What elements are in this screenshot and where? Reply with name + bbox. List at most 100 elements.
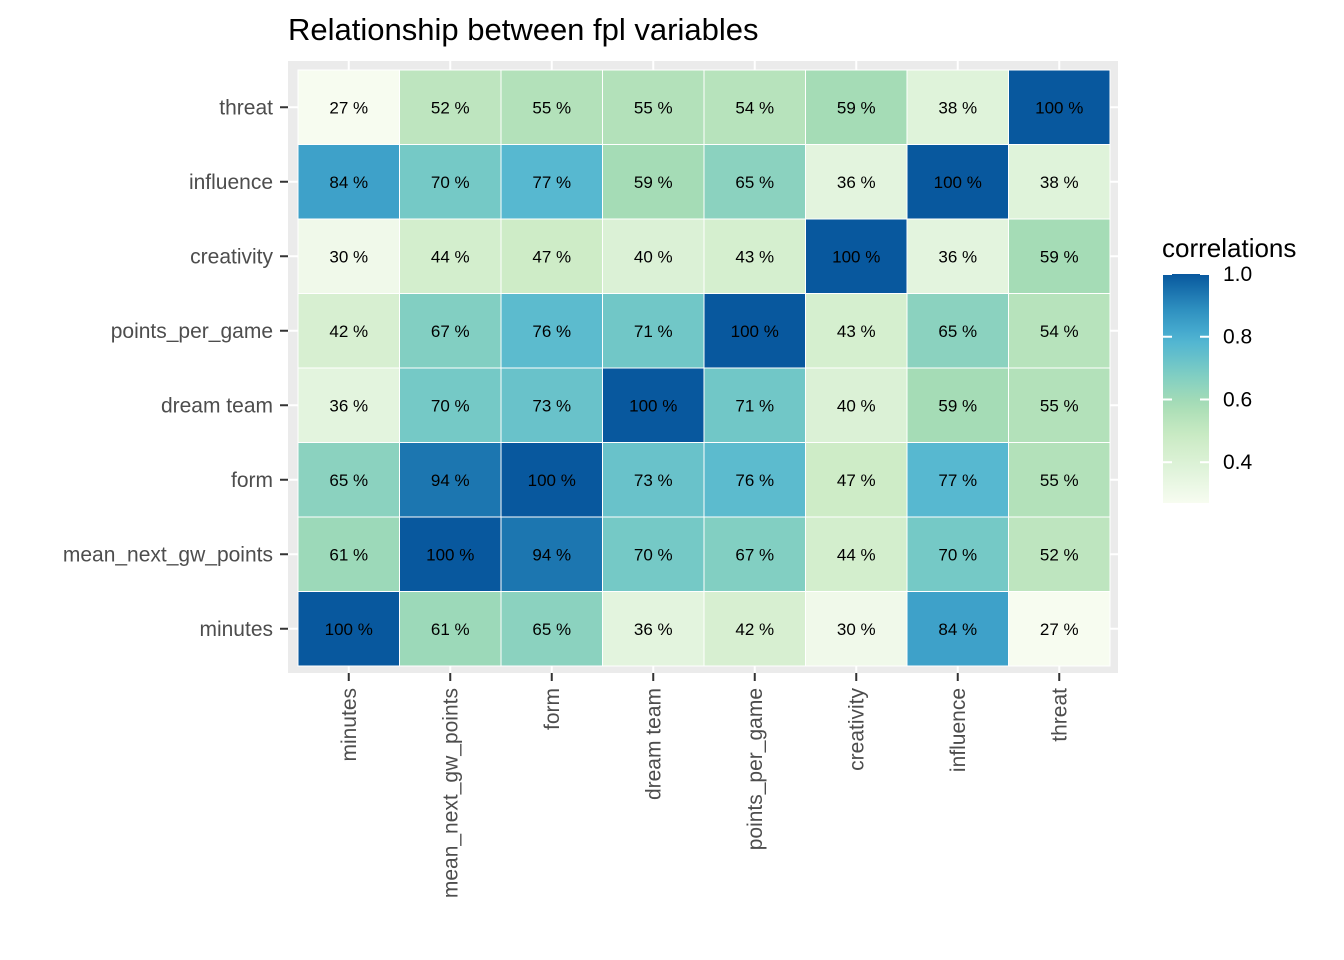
cell-value-label: 55 % xyxy=(1040,396,1079,415)
cell-value-label: 94 % xyxy=(431,471,470,490)
heatmap-cell xyxy=(399,69,502,145)
legend-title: correlations xyxy=(1162,233,1296,263)
legend-tick-label: 0.4 xyxy=(1223,451,1253,474)
cell-value-label: 43 % xyxy=(735,247,774,266)
heatmap-cell xyxy=(602,442,705,518)
heatmap-cell xyxy=(500,69,603,145)
y-tick-label: dream team xyxy=(161,394,273,417)
heatmap-cell xyxy=(906,442,1009,518)
x-tick-label: mean_next_gw_points xyxy=(439,688,462,898)
y-tick-label: form xyxy=(231,469,273,492)
y-tick-label: minutes xyxy=(199,618,273,641)
cell-value-label: 55 % xyxy=(532,98,571,117)
x-axis: minutes mean_next_gw_points form dream team… xyxy=(338,673,1071,898)
heatmap-cell xyxy=(1008,516,1111,592)
heatmap-cell xyxy=(1008,293,1111,369)
heatmap-cell xyxy=(399,442,502,518)
cell-value-label: 65 % xyxy=(735,173,774,192)
legend-tick-label: 1.0 xyxy=(1223,263,1252,286)
heatmap-cell xyxy=(602,591,705,667)
cell-value-label: 30 % xyxy=(837,620,876,639)
cell-value-label: 52 % xyxy=(431,98,470,117)
heatmap-cell xyxy=(1008,367,1111,443)
cell-value-label: 100 % xyxy=(426,545,474,564)
heatmap-cell xyxy=(500,367,603,443)
x-tick-label: minutes xyxy=(338,688,361,762)
cell-value-label: 76 % xyxy=(735,471,774,490)
cell-value-label: 84 % xyxy=(938,620,977,639)
cell-value-label: 40 % xyxy=(837,396,876,415)
heatmap-cell xyxy=(906,144,1009,220)
heatmap-cell xyxy=(500,516,603,592)
heatmap-cell xyxy=(906,69,1009,145)
x-tick-label: form xyxy=(541,688,564,730)
cell-value-label: 52 % xyxy=(1040,545,1079,564)
cell-value-label: 38 % xyxy=(1040,173,1079,192)
heatmap-cell xyxy=(1008,591,1111,667)
x-tick-label: dream team xyxy=(642,688,665,800)
cell-value-label: 54 % xyxy=(735,98,774,117)
heatmap-cell xyxy=(500,591,603,667)
heatmap-cell xyxy=(805,144,908,220)
heatmap-cell xyxy=(1008,218,1111,294)
heatmap-cell xyxy=(297,144,400,220)
cell-value-label: 65 % xyxy=(938,322,977,341)
cell-value-label: 42 % xyxy=(735,620,774,639)
cell-value-label: 36 % xyxy=(837,173,876,192)
heatmap-cell xyxy=(906,218,1009,294)
cell-value-label: 70 % xyxy=(431,396,470,415)
heatmap-cell xyxy=(805,293,908,369)
cell-value-label: 59 % xyxy=(938,396,977,415)
cell-value-label: 59 % xyxy=(1040,247,1079,266)
legend-colorbar xyxy=(1163,274,1209,503)
cell-value-label: 30 % xyxy=(329,247,368,266)
cell-value-label: 27 % xyxy=(329,98,368,117)
heatmap-cell xyxy=(906,367,1009,443)
cell-value-label: 42 % xyxy=(329,322,368,341)
cell-value-label: 71 % xyxy=(735,396,774,415)
y-axis: minutes mean_next_gw_points form dream team… xyxy=(63,96,288,641)
cell-value-label: 67 % xyxy=(431,322,470,341)
cell-value-label: 55 % xyxy=(634,98,673,117)
cell-value-label: 65 % xyxy=(329,471,368,490)
heatmap-cell xyxy=(602,144,705,220)
y-tick-label: threat xyxy=(219,96,273,119)
heatmap-cell xyxy=(500,293,603,369)
heatmap-cell xyxy=(297,516,400,592)
cell-value-label: 73 % xyxy=(634,471,673,490)
heatmap-cell xyxy=(602,218,705,294)
legend: correlations 0.4 0.6 0.8 1.0 xyxy=(1162,233,1296,503)
heatmap-cell xyxy=(602,69,705,145)
y-tick-label: points_per_game xyxy=(111,320,273,343)
x-tick-label: influence xyxy=(947,688,970,772)
cell-value-label: 67 % xyxy=(735,545,774,564)
heatmap-cell xyxy=(703,293,806,369)
heatmap-cell xyxy=(805,442,908,518)
cell-value-label: 100 % xyxy=(934,173,982,192)
cell-value-label: 71 % xyxy=(634,322,673,341)
legend-ticks: 0.4 0.6 0.8 1.0 xyxy=(1163,263,1253,474)
cell-value-label: 100 % xyxy=(325,620,373,639)
cell-value-label: 55 % xyxy=(1040,471,1079,490)
x-tick-label: creativity xyxy=(845,688,868,771)
cell-labels: 100 % 61 % 65 % 36 % 42 % 30 % 84 % 27 % 61 % 100… xyxy=(325,98,1084,639)
heatmap-cell xyxy=(297,367,400,443)
heatmap-cell xyxy=(805,591,908,667)
legend-tick-label: 0.8 xyxy=(1223,326,1252,349)
heatmap-cells xyxy=(297,69,1111,667)
heatmap-cell xyxy=(805,516,908,592)
cell-value-label: 36 % xyxy=(329,396,368,415)
heatmap-cell xyxy=(297,69,400,145)
heatmap-cell xyxy=(602,367,705,443)
cell-value-label: 43 % xyxy=(837,322,876,341)
cell-value-label: 40 % xyxy=(634,247,673,266)
cell-value-label: 70 % xyxy=(938,545,977,564)
heatmap-cell xyxy=(399,144,502,220)
cell-value-label: 36 % xyxy=(634,620,673,639)
heatmap-cell xyxy=(1008,69,1111,145)
y-tick-label: influence xyxy=(189,171,273,194)
heatmap-cell xyxy=(703,367,806,443)
cell-value-label: 59 % xyxy=(837,98,876,117)
cell-value-label: 47 % xyxy=(532,247,571,266)
